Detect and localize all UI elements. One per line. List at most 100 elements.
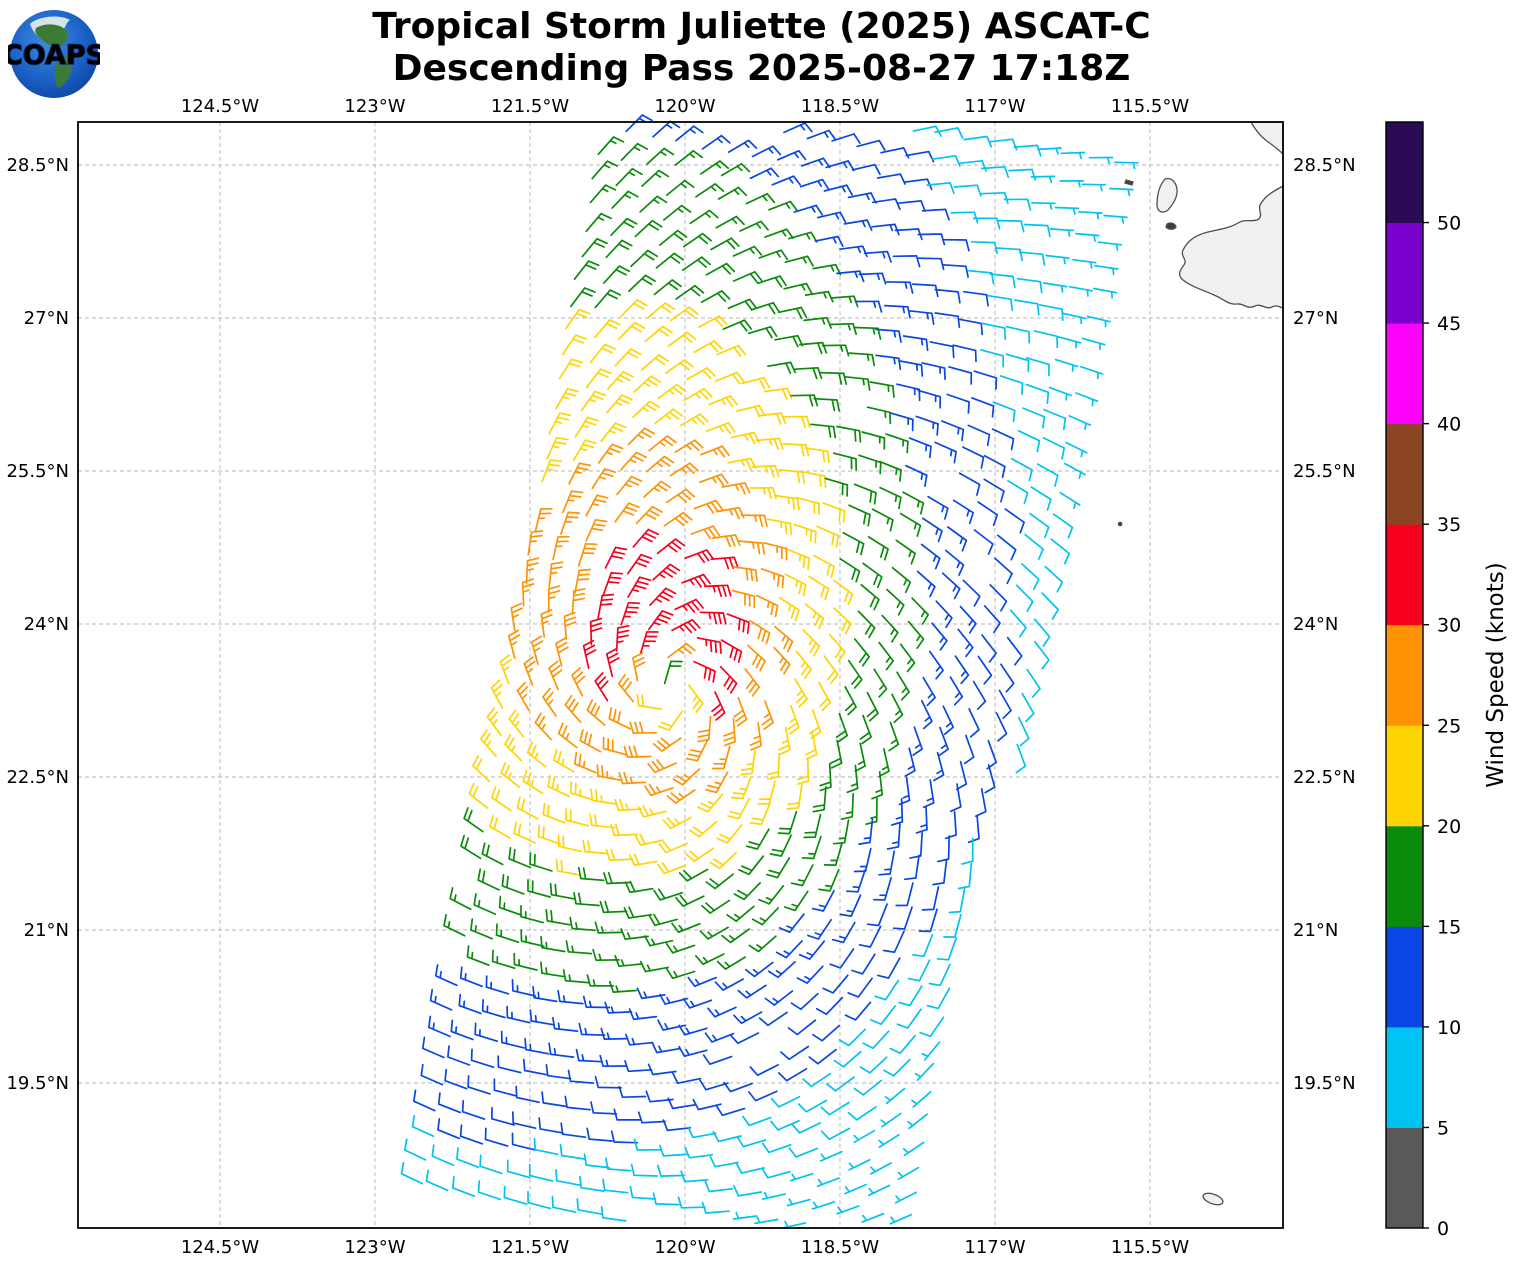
wind-barb [700,290,731,303]
wind-barb [865,797,878,826]
wind-barb [948,888,966,914]
wind-barb [647,1063,677,1076]
wind-barb [604,1001,633,1014]
wind-barb [971,397,995,418]
colorbar-tick-label: 45 [1437,313,1461,335]
wind-barb [909,832,923,859]
wind-barb [1048,386,1073,401]
wind-barb [854,742,866,772]
wind-barb [983,478,1005,503]
wind-barb [1033,618,1051,647]
wind-barb [548,412,572,435]
wind-barb [701,1201,730,1214]
wind-barb [1059,180,1085,188]
wind-barb [508,709,525,738]
wind-barb [908,437,932,459]
wind-barb [866,406,892,425]
wind-barb [624,880,654,894]
wind-barb [949,783,962,813]
wind-barb [921,886,940,911]
wind-barb [783,122,813,134]
wind-barb [790,394,819,407]
wind-barb [862,1030,890,1050]
wind-barb [620,451,648,471]
wind-barb [836,1205,860,1215]
wind-barb [637,805,667,818]
wind-barb [836,425,862,443]
wind-barb [733,882,761,901]
wind-barb [774,625,794,653]
wind-barb [583,1153,610,1169]
wind-barb [912,933,934,958]
wind-barb [594,672,609,702]
lat-tick-label-right: 22.5°N [1293,767,1356,788]
colorbar-segment [1386,122,1423,224]
wind-barb [823,655,839,684]
wind-barb [921,362,946,380]
wind-barb [608,707,631,730]
wind-barb [585,518,608,542]
wind-barb [730,431,761,445]
wind-barb [674,439,704,454]
wind-barb [931,154,961,167]
wind-barb [832,452,858,471]
wind-barb [600,1027,629,1040]
wind-barb [540,609,553,638]
wind-barb [761,1191,787,1200]
wind-barb [620,928,649,941]
wind-barb [1068,415,1092,430]
lat-tick-label-right: 21°N [1293,920,1338,941]
wind-barb [474,1022,499,1043]
wind-barb [540,935,566,953]
wind-barb [1054,358,1079,372]
wind-barb [1021,563,1040,591]
wind-barb [565,808,590,827]
lon-tick-label-bottom: 121.5°W [491,1237,570,1258]
wind-barb [749,619,771,645]
colorbar-frame [1385,121,1424,1229]
wind-barb [506,1005,531,1024]
wind-barb [916,570,936,598]
wind-barb [450,1019,474,1041]
wind-barb [693,499,724,514]
wind-barb [569,916,596,932]
wind-barb [1049,228,1075,237]
wind-barb [1097,241,1123,252]
wind-barb [747,644,766,672]
wind-barb [771,175,802,186]
wind-barb [472,755,491,783]
wind-barb [425,1169,449,1192]
wind-barb [597,136,625,156]
wind-barb [577,542,598,567]
wind-barb [814,235,844,248]
wind-barb [1034,640,1050,670]
wind-barb [652,737,682,752]
wind-barb [1033,330,1059,349]
wind-barb [547,585,561,613]
wind-barb [843,219,873,232]
wind-barb [682,232,712,248]
wind-barb [610,217,638,237]
wind-barb [1065,441,1088,458]
wind-barb [1092,287,1118,299]
colorbar-tick-label: 35 [1437,514,1461,536]
wind-barb [967,424,991,447]
wind-barb [687,976,717,988]
wind-barb [941,420,965,442]
wind-barb [1064,462,1086,479]
wind-barb [942,263,969,278]
wind-barb [844,1001,872,1021]
wind-barb [804,290,834,303]
wind-barb [766,857,791,879]
wind-barb [963,135,993,148]
wind-barb [545,1063,572,1080]
wind-barb [579,1175,605,1192]
wind-barb [833,579,854,606]
wind-barb [589,617,603,646]
wind-barb [1060,151,1086,160]
globe-circle [10,10,98,98]
wind-barb [534,712,552,741]
wind-barb [504,733,523,762]
wind-barb [617,673,635,703]
wind-barb [735,1162,765,1174]
